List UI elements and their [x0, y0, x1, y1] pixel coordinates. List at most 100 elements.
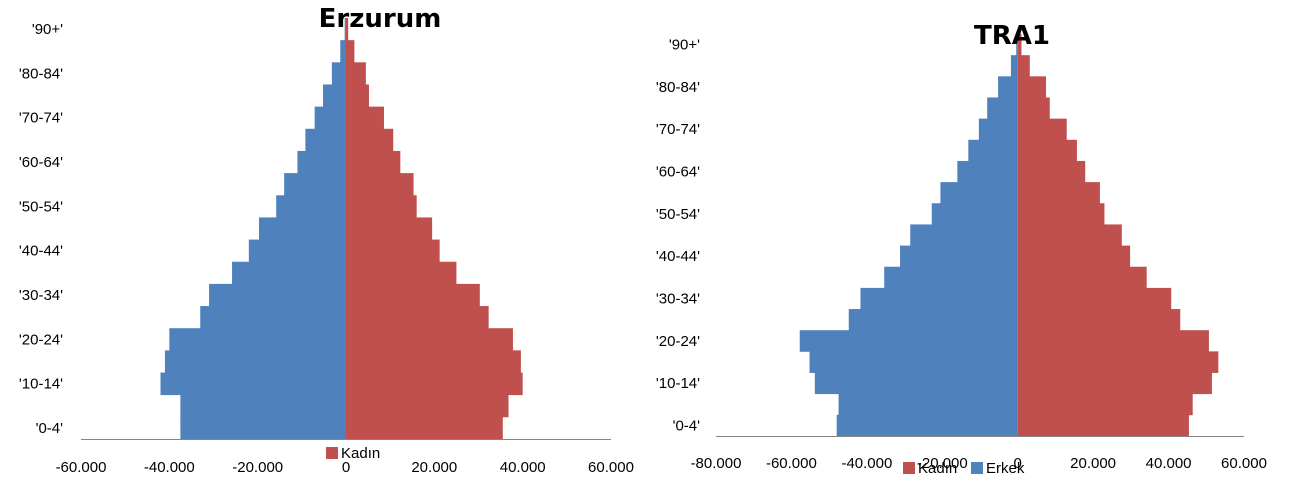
bar — [1017, 55, 1030, 77]
y-tick-label: '40-44' — [656, 248, 700, 265]
legend-swatch — [971, 462, 983, 474]
x-tick-label: -20.000 — [232, 459, 283, 476]
x-tick-label: 0 — [342, 459, 350, 476]
bar — [200, 306, 346, 329]
bar — [346, 306, 489, 329]
bar — [1017, 182, 1100, 204]
bar — [346, 261, 457, 285]
bar — [314, 106, 346, 130]
bar — [900, 245, 1018, 268]
y-tick-label: '90+' — [669, 37, 700, 54]
x-tick-label: -60.000 — [766, 455, 817, 472]
x-tick-label: 40.000 — [500, 459, 546, 476]
x-tick-label: -20.000 — [917, 455, 968, 472]
bar — [346, 173, 414, 196]
bar — [1017, 97, 1050, 120]
pyramid-chart-1: -60.000 -40.000 -20.000 0 20.000 40.000 60.000… — [19, 4, 634, 476]
bar — [346, 416, 503, 440]
bar — [276, 195, 346, 218]
bar — [346, 394, 509, 418]
y-tick-label: '60-64' — [656, 164, 700, 181]
bar — [1017, 414, 1189, 437]
bar — [346, 40, 355, 63]
bar — [1010, 55, 1018, 77]
bar — [1017, 287, 1172, 310]
x-tick-label: 60.000 — [588, 459, 634, 476]
bar — [180, 394, 347, 418]
bar — [346, 350, 521, 373]
y-tick-label: '0-4' — [36, 420, 64, 437]
y-tick-label: '50-54' — [656, 206, 700, 223]
bar — [346, 106, 384, 130]
y-tick-label: '60-64' — [19, 154, 63, 171]
y-tick-label: '80-84' — [19, 65, 63, 82]
bar — [1017, 245, 1131, 268]
bar — [340, 40, 346, 63]
x-tick-label: -40.000 — [841, 455, 892, 472]
bar — [164, 350, 346, 373]
y-tick-label: '50-54' — [19, 198, 63, 215]
bar — [248, 239, 346, 263]
bar — [998, 76, 1018, 98]
y-tick-label: '20-24' — [19, 331, 63, 348]
bar — [346, 195, 417, 218]
bar — [1017, 139, 1077, 162]
bar — [814, 372, 1018, 395]
y-tick-label: '90+' — [32, 21, 63, 38]
bar — [297, 150, 346, 174]
bar — [978, 118, 1018, 141]
bar — [910, 224, 1018, 246]
bar — [346, 62, 366, 85]
bar — [1017, 372, 1212, 395]
y-tick-label: '30-34' — [19, 287, 63, 304]
bar — [860, 287, 1018, 310]
bar — [1017, 266, 1147, 289]
y-tick-label: '70-74' — [656, 121, 700, 138]
bar — [931, 203, 1018, 225]
legend-swatch — [903, 462, 915, 474]
bar — [323, 84, 346, 108]
y-tick-label: '0-4' — [673, 417, 701, 434]
y-tick-label: '80-84' — [656, 79, 700, 96]
x-tick-label: 40.000 — [1146, 455, 1192, 472]
bar — [1016, 34, 1018, 56]
y-tick-label: '70-74' — [19, 110, 63, 127]
bar — [346, 18, 349, 41]
y-tick-label: '40-44' — [19, 243, 63, 260]
bar — [232, 261, 346, 285]
bar — [1017, 351, 1219, 373]
bar — [346, 128, 394, 152]
bar — [346, 283, 480, 307]
bar — [836, 414, 1018, 437]
legend-label: Kadın — [341, 445, 380, 462]
x-tick-label: 60.000 — [1221, 455, 1267, 472]
y-tick-label: '10-14' — [656, 375, 700, 392]
chart-title: TRA1 — [974, 21, 1050, 51]
bar — [346, 150, 401, 174]
bar — [940, 182, 1018, 204]
bar — [169, 328, 346, 351]
pyramid-chart-2: -80.000 -60.000 -40.000 -20.000 0 20.000 40.00… — [656, 21, 1267, 477]
chart-title: Erzurum — [319, 4, 442, 34]
bar — [799, 330, 1018, 352]
bar — [957, 160, 1018, 183]
bar — [1017, 203, 1105, 225]
bar — [1017, 224, 1122, 246]
y-tick-label: '10-14' — [19, 376, 63, 393]
x-tick-label: -80.000 — [691, 455, 742, 472]
bar — [884, 266, 1018, 289]
y-tick-label: '20-24' — [656, 333, 700, 350]
bar — [809, 351, 1018, 373]
bar — [848, 309, 1018, 331]
bar — [1017, 118, 1067, 141]
bar — [1017, 330, 1209, 352]
bar — [180, 416, 347, 440]
bar — [160, 372, 346, 396]
bar — [1017, 309, 1181, 331]
bar — [968, 139, 1018, 162]
x-tick-label: 20.000 — [411, 459, 457, 476]
bar — [284, 173, 346, 196]
y-tick-label: '30-34' — [656, 291, 700, 308]
bar — [1017, 160, 1086, 183]
